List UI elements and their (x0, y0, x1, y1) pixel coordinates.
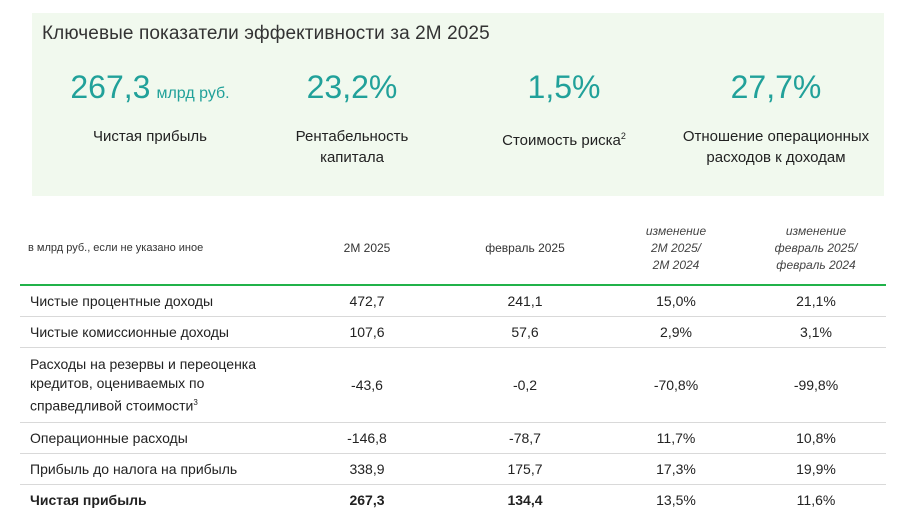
cell-change-feb: 21,1% (746, 285, 886, 317)
kpi-value: 23,2% (306, 69, 398, 105)
cell-change-2m: 11,7% (606, 422, 746, 454)
cell-feb-2025: 241,1 (444, 285, 606, 317)
row-label: Расходы на резервы и переоценка кредитов… (20, 347, 290, 423)
row-label: Чистая прибыль (30, 491, 147, 508)
cell-feb-2025: -78,7 (444, 422, 606, 454)
cell-change-2m: 13,5% (656, 492, 696, 508)
table-row: Чистые процентные доходы 472,7 241,1 15,… (20, 285, 886, 317)
cell-change-feb: 10,8% (746, 422, 886, 454)
cell-change-feb: 3,1% (746, 316, 886, 348)
kpi-panel-title: Ключевые показатели эффективности за 2М … (42, 23, 490, 44)
kpi-label: Отношение операционных расходов к дохода… (682, 128, 870, 166)
table-row-total: Чистая прибыль 267,3 134,4 13,5% 11,6% (20, 485, 886, 516)
cell-feb-2025: 134,4 (507, 492, 543, 508)
column-header-change-feb: изменение февраль 2025/ февраль 2024 (774, 223, 858, 272)
kpi-label: Стоимость риска2 (480, 126, 648, 151)
kpi-value: 267,3 млрд руб. (52, 69, 248, 106)
footnote-marker: 2 (620, 131, 626, 141)
kpi-net-profit: 267,3 млрд руб. Чистая прибыль (52, 69, 248, 147)
table-header-row: в млрд руб., если не указано иное 2М 202… (20, 212, 886, 285)
kpi-cost-of-risk: 1,5% Стоимость риска2 (480, 69, 648, 151)
table-row: Прибыль до налога на прибыль 338,9 175,7… (20, 453, 886, 485)
cell-2m-2025: -43,6 (290, 347, 444, 423)
footnote-marker: 3 (193, 397, 198, 407)
kpi-cost-income-ratio: 27,7% Отношение операционных расходов к … (672, 69, 880, 168)
cell-feb-2025: 175,7 (444, 453, 606, 485)
row-label: Чистые комиссионные доходы (20, 316, 290, 348)
cell-change-2m: 2,9% (606, 316, 746, 348)
row-label: Чистые процентные доходы (20, 285, 290, 317)
cell-2m-2025: 267,3 (349, 492, 385, 508)
kpi-roe: 23,2% Рентабельность капитала (268, 69, 436, 168)
row-label-text: Расходы на резервы и переоценка кредитов… (30, 355, 257, 414)
financial-table: в млрд руб., если не указано иное 2М 202… (20, 212, 886, 515)
kpi-value-number: 267,3 (70, 69, 151, 105)
kpi-value: 27,7% (730, 69, 822, 105)
cell-2m-2025: -146,8 (290, 422, 444, 454)
cell-2m-2025: 338,9 (290, 453, 444, 485)
row-label: Операционные расходы (20, 422, 290, 454)
kpi-unit: млрд руб. (156, 85, 230, 102)
row-label: Прибыль до налога на прибыль (20, 453, 290, 485)
cell-change-feb: 19,9% (746, 453, 886, 485)
cell-2m-2025: 107,6 (290, 316, 444, 348)
kpi-value: 1,5% (527, 69, 601, 105)
cell-change-2m: -70,8% (606, 347, 746, 423)
cell-change-feb: -99,8% (746, 347, 886, 423)
column-header-2m-2025: 2М 2025 (343, 241, 391, 255)
kpi-label: Чистая прибыль (93, 128, 207, 145)
column-header-change-2m: изменение 2М 2025/ 2М 2024 (645, 223, 707, 272)
table-note: в млрд руб., если не указано иное (28, 242, 204, 254)
cell-feb-2025: 57,6 (444, 316, 606, 348)
kpi-label-text: Стоимость риска (502, 132, 621, 149)
cell-change-2m: 17,3% (606, 453, 746, 485)
cell-feb-2025: -0,2 (444, 347, 606, 423)
kpi-label: Рентабельность капитала (295, 128, 409, 166)
cell-change-2m: 15,0% (606, 285, 746, 317)
column-header-feb-2025: февраль 2025 (485, 241, 565, 255)
cell-change-feb: 11,6% (796, 492, 836, 508)
table-row: Операционные расходы -146,8 -78,7 11,7% … (20, 422, 886, 454)
cell-2m-2025: 472,7 (290, 285, 444, 317)
kpi-panel: Ключевые показатели эффективности за 2М … (32, 13, 884, 196)
table-row: Расходы на резервы и переоценка кредитов… (20, 347, 886, 423)
table-row: Чистые комиссионные доходы 107,6 57,6 2,… (20, 316, 886, 348)
